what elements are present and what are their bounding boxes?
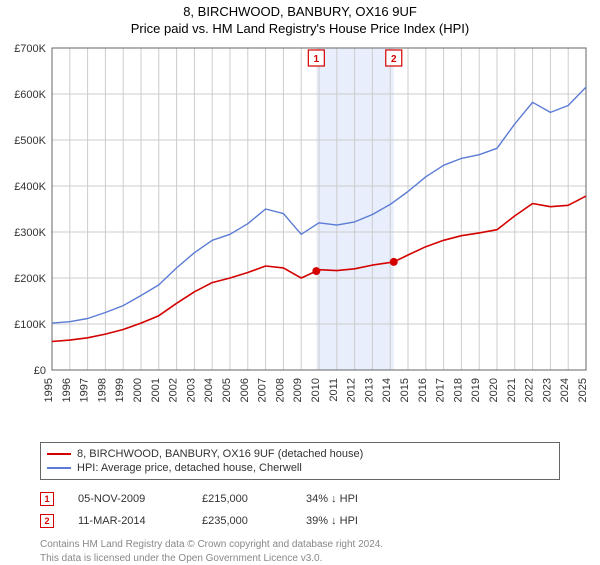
svg-text:2008: 2008 <box>274 378 286 402</box>
svg-text:2006: 2006 <box>239 378 251 402</box>
transaction-date: 11-MAR-2014 <box>78 515 178 527</box>
svg-text:2015: 2015 <box>399 378 411 402</box>
svg-text:2018: 2018 <box>452 378 464 402</box>
title-block: 8, BIRCHWOOD, BANBURY, OX16 9UF Price pa… <box>0 0 600 38</box>
transaction-delta: 39% ↓ HPI <box>306 515 386 527</box>
table-row: 2 11-MAR-2014 £235,000 39% ↓ HPI <box>40 510 560 532</box>
legend-label: HPI: Average price, detached house, Cher… <box>77 462 302 474</box>
transaction-date: 05-NOV-2009 <box>78 493 178 505</box>
transaction-marker: 2 <box>40 514 54 528</box>
svg-text:£700K: £700K <box>14 43 46 55</box>
svg-text:2012: 2012 <box>346 378 358 402</box>
svg-text:1997: 1997 <box>79 378 91 402</box>
legend: 8, BIRCHWOOD, BANBURY, OX16 9UF (detache… <box>40 442 560 480</box>
svg-text:1: 1 <box>314 54 320 65</box>
svg-text:£100K: £100K <box>14 319 46 331</box>
legend-row: HPI: Average price, detached house, Cher… <box>47 461 553 475</box>
svg-text:1995: 1995 <box>43 378 55 402</box>
attribution-line: Contains HM Land Registry data © Crown c… <box>40 538 560 552</box>
table-row: 1 05-NOV-2009 £215,000 34% ↓ HPI <box>40 488 560 510</box>
svg-text:2016: 2016 <box>417 378 429 402</box>
transaction-table: 1 05-NOV-2009 £215,000 34% ↓ HPI 2 11-MA… <box>40 488 560 532</box>
svg-text:1996: 1996 <box>61 378 73 402</box>
svg-text:2013: 2013 <box>363 378 375 402</box>
svg-text:2021: 2021 <box>506 378 518 402</box>
svg-text:2019: 2019 <box>470 378 482 402</box>
svg-text:1998: 1998 <box>96 378 108 402</box>
svg-text:2025: 2025 <box>577 378 589 402</box>
svg-text:£600K: £600K <box>14 89 46 101</box>
transaction-delta: 34% ↓ HPI <box>306 493 386 505</box>
attribution: Contains HM Land Registry data © Crown c… <box>40 538 560 565</box>
legend-swatch <box>47 453 71 455</box>
chart-area: £0 £100K £200K £300K £400K £500K £600K £700K 199… <box>0 38 600 438</box>
transaction-marker: 1 <box>40 492 54 506</box>
svg-text:2007: 2007 <box>257 378 269 402</box>
svg-text:2: 2 <box>391 54 397 65</box>
svg-text:2000: 2000 <box>132 378 144 402</box>
svg-text:£200K: £200K <box>14 273 46 285</box>
transaction-price: £215,000 <box>202 493 282 505</box>
svg-text:1999: 1999 <box>114 378 126 402</box>
svg-text:2020: 2020 <box>488 378 500 402</box>
svg-text:2004: 2004 <box>203 378 215 402</box>
title-subtitle: Price paid vs. HM Land Registry's House … <box>0 21 600 36</box>
legend-swatch <box>47 467 71 469</box>
svg-text:2022: 2022 <box>524 378 536 402</box>
svg-text:£300K: £300K <box>14 227 46 239</box>
transaction-price: £235,000 <box>202 515 282 527</box>
chart-svg: £0 £100K £200K £300K £400K £500K £600K £700K 199… <box>0 38 600 438</box>
legend-row: 8, BIRCHWOOD, BANBURY, OX16 9UF (detache… <box>47 447 553 461</box>
svg-text:2010: 2010 <box>310 378 322 402</box>
svg-text:2003: 2003 <box>185 378 197 402</box>
title-address: 8, BIRCHWOOD, BANBURY, OX16 9UF <box>0 4 600 19</box>
svg-text:2014: 2014 <box>381 378 393 402</box>
attribution-line: This data is licensed under the Open Gov… <box>40 552 560 565</box>
svg-text:2005: 2005 <box>221 378 233 402</box>
svg-text:£500K: £500K <box>14 135 46 147</box>
svg-text:2023: 2023 <box>541 378 553 402</box>
svg-text:£400K: £400K <box>14 181 46 193</box>
svg-text:£0: £0 <box>34 365 46 377</box>
svg-text:2009: 2009 <box>292 378 304 402</box>
svg-text:2011: 2011 <box>328 378 340 402</box>
svg-text:2017: 2017 <box>435 378 447 402</box>
svg-text:2001: 2001 <box>150 378 162 402</box>
svg-text:2002: 2002 <box>168 378 180 402</box>
svg-text:2024: 2024 <box>559 378 571 402</box>
chart-container: 8, BIRCHWOOD, BANBURY, OX16 9UF Price pa… <box>0 0 600 560</box>
legend-label: 8, BIRCHWOOD, BANBURY, OX16 9UF (detache… <box>77 448 363 460</box>
